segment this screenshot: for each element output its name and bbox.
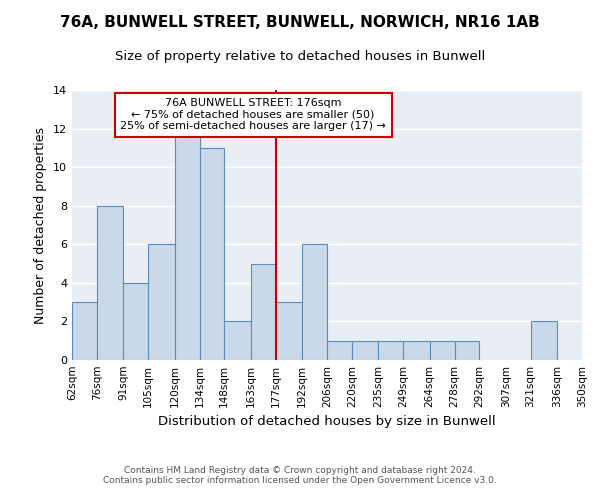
Text: Contains HM Land Registry data © Crown copyright and database right 2024.
Contai: Contains HM Land Registry data © Crown c… xyxy=(103,466,497,485)
Bar xyxy=(72,302,97,360)
Bar xyxy=(224,322,251,360)
Bar xyxy=(403,340,430,360)
Bar xyxy=(327,340,352,360)
Bar xyxy=(124,283,148,360)
Bar xyxy=(430,340,455,360)
Y-axis label: Number of detached properties: Number of detached properties xyxy=(34,126,47,324)
Bar xyxy=(352,340,379,360)
Text: 76A, BUNWELL STREET, BUNWELL, NORWICH, NR16 1AB: 76A, BUNWELL STREET, BUNWELL, NORWICH, N… xyxy=(60,15,540,30)
Bar xyxy=(302,244,327,360)
Bar xyxy=(175,110,199,360)
X-axis label: Distribution of detached houses by size in Bunwell: Distribution of detached houses by size … xyxy=(158,416,496,428)
Bar xyxy=(379,340,403,360)
Bar xyxy=(97,206,124,360)
Bar xyxy=(148,244,175,360)
Text: Size of property relative to detached houses in Bunwell: Size of property relative to detached ho… xyxy=(115,50,485,63)
Bar xyxy=(199,148,224,360)
Bar xyxy=(455,340,479,360)
Bar xyxy=(251,264,275,360)
Bar xyxy=(530,322,557,360)
Bar xyxy=(275,302,302,360)
Text: 76A BUNWELL STREET: 176sqm
← 75% of detached houses are smaller (50)
25% of semi: 76A BUNWELL STREET: 176sqm ← 75% of deta… xyxy=(120,98,386,132)
